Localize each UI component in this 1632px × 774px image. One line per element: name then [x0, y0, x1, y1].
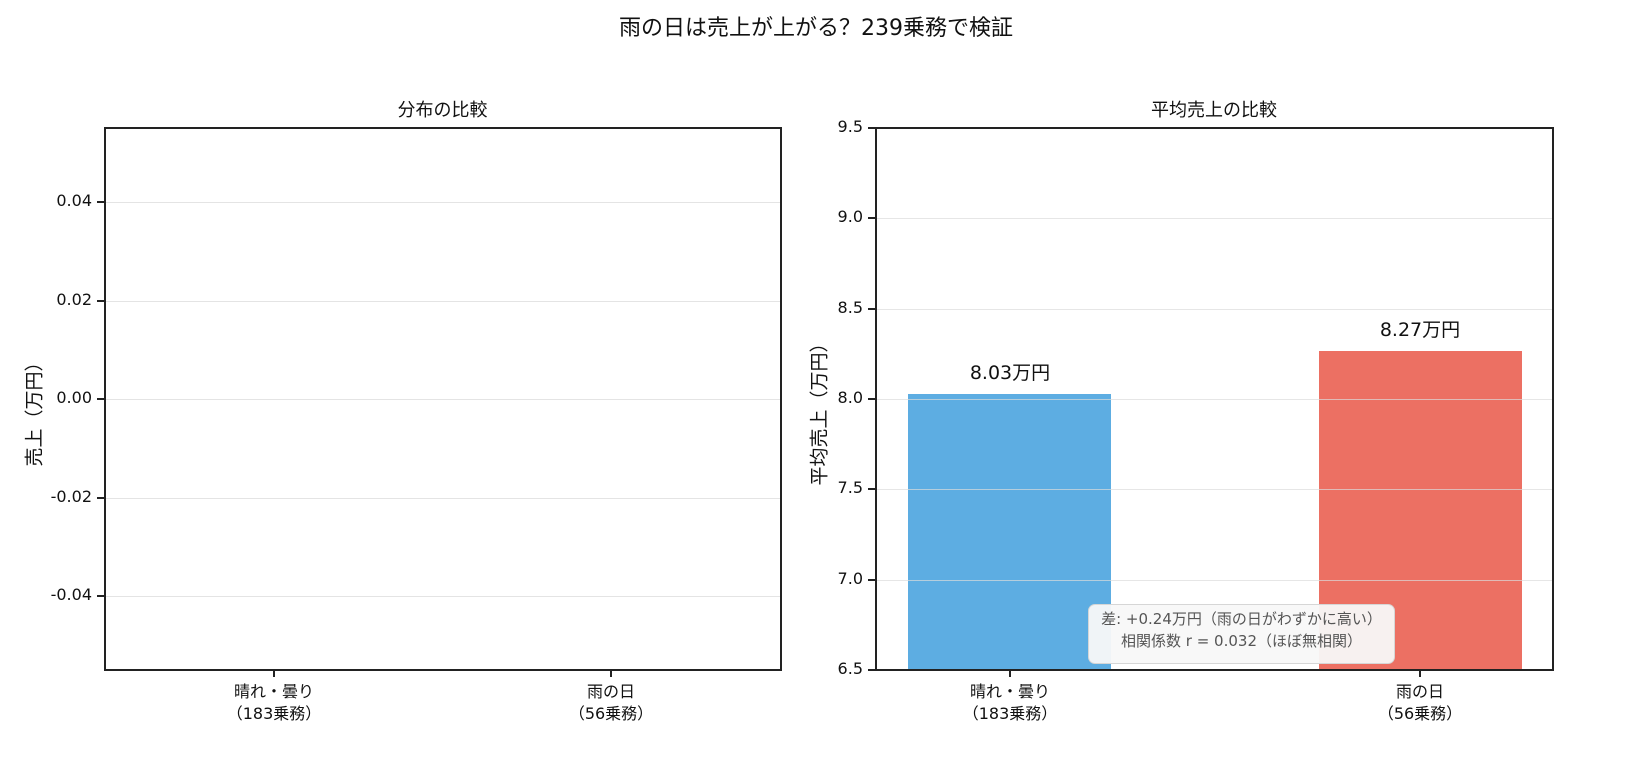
- bar-value-label: 8.27万円: [1379, 319, 1461, 341]
- y-tick: [868, 398, 875, 400]
- gridline: [106, 301, 780, 302]
- gridline: [877, 580, 1552, 581]
- y-tick-label: 9.0: [837, 207, 863, 226]
- y-tick: [868, 669, 875, 671]
- y-tick-label: 0.00: [56, 388, 92, 407]
- right-chart-title: 平均売上の比較: [1151, 100, 1277, 121]
- left-y-axis-label: 売上（万円）: [23, 352, 46, 467]
- stats-annotation: 差: +0.24万円（雨の日がわずかに高い） 相関係数 r = 0.032（ほぼ…: [1088, 604, 1395, 664]
- y-tick-label: 0.04: [56, 191, 92, 210]
- x-tick: [273, 670, 275, 677]
- gridline: [106, 498, 780, 499]
- x-tick: [1009, 670, 1011, 677]
- y-tick-label: 0.02: [56, 290, 92, 309]
- category-name: 晴れ・曇り: [969, 682, 1050, 701]
- gridline: [877, 399, 1552, 400]
- y-tick-label: 7.5: [837, 478, 863, 497]
- difference-text: 差: +0.24万円（雨の日がわずかに高い）: [1101, 610, 1382, 628]
- right-y-axis-label: 平均売上（万円）: [808, 333, 831, 486]
- y-tick-label: 8.0: [837, 388, 863, 407]
- category-name: 雨の日: [586, 682, 635, 701]
- y-tick-label: -0.04: [50, 585, 92, 604]
- left-chart-axes: [104, 127, 782, 671]
- left-chart-title: 分布の比較: [397, 100, 488, 121]
- right-chart-axes: [875, 127, 1554, 671]
- gridline: [877, 489, 1552, 490]
- category-count: （56乗務）: [568, 704, 654, 723]
- x-tick-label: 雨の日 （56乗務）: [1320, 681, 1520, 725]
- x-tick: [610, 670, 612, 677]
- gridline: [877, 218, 1552, 219]
- y-tick-label: 8.5: [837, 298, 863, 317]
- correlation-text: 相関係数 r = 0.032（ほぼ無相関）: [1121, 632, 1362, 650]
- y-tick: [97, 300, 104, 302]
- x-tick-label: 雨の日 （56乗務）: [511, 681, 711, 725]
- figure-suptitle: 雨の日は売上が上がる？239乗務で検証: [619, 16, 1013, 41]
- y-tick-label: 7.0: [837, 569, 863, 588]
- y-tick-label: -0.02: [50, 487, 92, 506]
- gridline: [106, 399, 780, 400]
- gridline: [106, 596, 780, 597]
- y-tick-label: 9.5: [837, 117, 863, 136]
- y-tick: [97, 595, 104, 597]
- bar-sunny-cloudy: [908, 394, 1111, 669]
- category-name: 晴れ・曇り: [233, 682, 314, 701]
- x-tick-label: 晴れ・曇り （183乗務）: [910, 681, 1110, 725]
- bar-value-label: 8.03万円: [969, 362, 1051, 384]
- gridline: [106, 202, 780, 203]
- y-tick: [868, 308, 875, 310]
- category-name: 雨の日: [1395, 682, 1444, 701]
- y-tick: [97, 497, 104, 499]
- category-count: （183乗務）: [226, 704, 322, 723]
- category-count: （183乗務）: [962, 704, 1058, 723]
- y-tick: [868, 217, 875, 219]
- y-tick: [97, 398, 104, 400]
- x-tick-label: 晴れ・曇り （183乗務）: [174, 681, 374, 725]
- y-tick: [868, 488, 875, 490]
- x-tick: [1419, 670, 1421, 677]
- y-tick: [97, 201, 104, 203]
- y-tick: [868, 127, 875, 129]
- gridline: [877, 309, 1552, 310]
- category-count: （56乗務）: [1377, 704, 1463, 723]
- y-tick: [868, 579, 875, 581]
- y-tick-label: 6.5: [837, 659, 863, 678]
